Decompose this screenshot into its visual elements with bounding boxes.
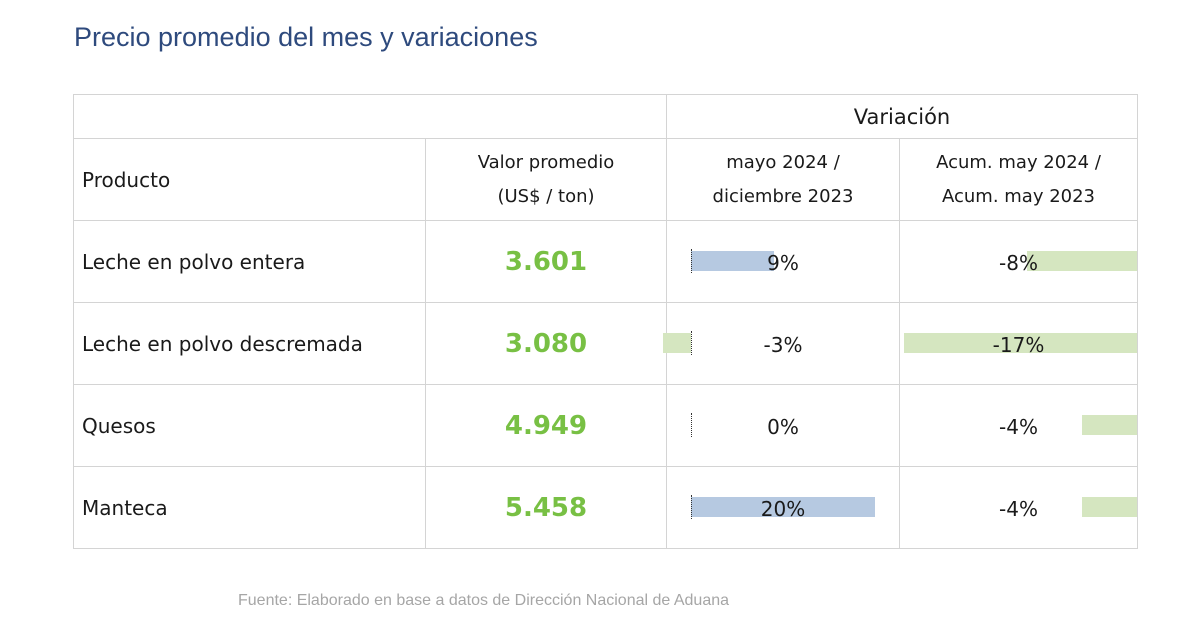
var-acum-cell: -4% [899, 384, 1138, 467]
zero-axis [691, 331, 692, 355]
zero-axis [691, 495, 692, 519]
table-row: Quesos 4.949 0% -4% [73, 384, 1138, 467]
header-variacion: Variación [666, 94, 1138, 139]
var-mes-bar [691, 497, 875, 517]
var-acum-label: -4% [999, 415, 1038, 439]
var-acum-bar [1082, 497, 1137, 517]
var-mes-cell: -3% [663, 302, 900, 385]
var-mes-label: 20% [760, 497, 806, 521]
var-mes-label: 0% [767, 415, 799, 439]
header-mes-line1: mayo 2024 / [726, 151, 840, 173]
header-producto: Producto [73, 138, 426, 221]
var-acum-label: -4% [999, 497, 1038, 521]
header-var-mes: mayo 2024 / diciembre 2023 [666, 138, 900, 221]
header-acum-line2: Acum. may 2023 [941, 185, 1096, 207]
average-value: 5.458 [425, 466, 667, 549]
table-row: Manteca 5.458 20% -4% [73, 466, 1138, 549]
product-name: Leche en polvo entera [73, 220, 426, 303]
var-acum-bar [904, 333, 1137, 353]
price-table: Variación Producto Valor promedio (US$ /… [73, 94, 1138, 549]
table-row: Leche en polvo entera 3.601 9% -8% [73, 220, 1138, 303]
var-acum-label: -17% [992, 333, 1045, 357]
header-mes-line2: diciembre 2023 [712, 185, 854, 207]
header-valor-line2: (US$ / ton) [497, 185, 595, 207]
product-name: Leche en polvo descremada [73, 302, 426, 385]
table-row: Leche en polvo descremada 3.080 -3% -17% [73, 302, 1138, 385]
zero-axis [691, 413, 692, 437]
var-acum-bar [1082, 415, 1137, 435]
var-mes-cell: 0% [666, 384, 900, 467]
header-valor: Valor promedio (US$ / ton) [425, 138, 667, 221]
var-acum-cell: -8% [899, 220, 1138, 303]
var-mes-label: 9% [767, 251, 799, 275]
var-mes-bar [691, 251, 774, 271]
header-valor-line1: Valor promedio [477, 151, 615, 173]
header-acum-line1: Acum. may 2024 / [936, 151, 1101, 173]
var-mes-cell: 9% [666, 220, 900, 303]
page-title: Precio promedio del mes y variaciones [74, 22, 538, 52]
average-value: 3.080 [425, 302, 667, 385]
header-empty-cell [73, 94, 667, 139]
source-note: Fuente: Elaborado en base a datos de Dir… [238, 592, 730, 609]
var-acum-bar [1027, 251, 1137, 271]
var-mes-label: -3% [763, 333, 803, 357]
header-var-acum: Acum. may 2024 / Acum. may 2023 [899, 138, 1138, 221]
average-value: 4.949 [425, 384, 667, 467]
var-mes-cell: 20% [666, 466, 900, 549]
var-acum-cell: -17% [899, 302, 1138, 385]
var-acum-cell: -4% [899, 466, 1138, 549]
average-value: 3.601 [425, 220, 667, 303]
product-name: Quesos [73, 384, 426, 467]
var-mes-bar [663, 333, 691, 353]
zero-axis [691, 249, 692, 273]
product-name: Manteca [73, 466, 426, 549]
var-acum-label: -8% [999, 251, 1038, 275]
